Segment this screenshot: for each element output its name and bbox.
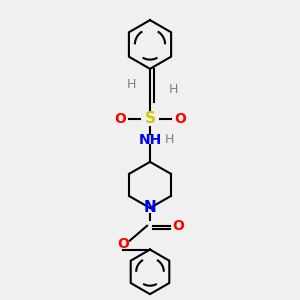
Text: NH: NH (138, 133, 162, 147)
Text: H: H (127, 78, 136, 91)
Text: H: H (165, 133, 174, 146)
Text: O: O (172, 219, 184, 233)
Text: O: O (117, 237, 129, 250)
Text: O: O (114, 112, 126, 126)
Text: S: S (145, 111, 155, 126)
Text: O: O (174, 112, 186, 126)
Text: N: N (144, 200, 156, 215)
Text: H: H (169, 82, 178, 96)
